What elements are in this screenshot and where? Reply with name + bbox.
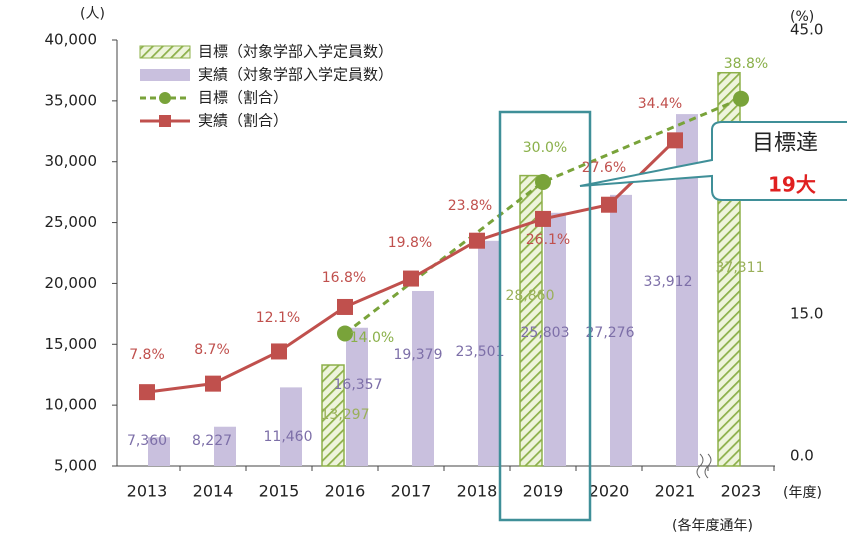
- y-tick-label: 35,000: [45, 91, 98, 109]
- x-tick-label: 2016: [325, 482, 366, 501]
- value-label: 38.8%: [724, 56, 768, 72]
- y2-tick-label: 15.0: [790, 305, 823, 323]
- value-label: 14.0%: [350, 330, 394, 346]
- y-tick-label: 15,000: [45, 335, 98, 353]
- value-label: 33,912: [644, 274, 693, 290]
- x-tick-label: 2023: [721, 482, 762, 501]
- value-label: 26.1%: [526, 232, 570, 248]
- x-unit: (年度): [783, 485, 822, 501]
- marker: [403, 270, 419, 287]
- marker: [337, 325, 353, 342]
- bar: [478, 240, 500, 466]
- x-tick-label: 2017: [391, 482, 432, 501]
- y-tick-label: 10,000: [45, 396, 98, 414]
- legend-swatch: [159, 92, 171, 104]
- x-tick-label: 2013: [127, 482, 168, 501]
- value-label: 34.4%: [638, 96, 682, 112]
- x-tick-label: 2019: [523, 482, 564, 501]
- marker: [535, 174, 551, 190]
- legend-label: 実績（対象学部入学定員数）: [198, 66, 393, 84]
- y-tick-label: 5,000: [54, 457, 97, 475]
- marker: [337, 298, 353, 315]
- bar: [676, 114, 698, 466]
- bar: [214, 426, 236, 466]
- bar: [346, 327, 368, 466]
- x-tick-label: 2014: [193, 482, 234, 501]
- y2-tick-label: 45.0: [790, 21, 823, 39]
- value-label: 8,227: [192, 433, 232, 449]
- y2-unit: (%): [790, 9, 814, 25]
- x-tick-label: 2015: [259, 482, 300, 501]
- y2-tick-label: 0.0: [790, 447, 814, 465]
- callout-bubble: [579, 121, 847, 201]
- highlight-box: [498, 110, 592, 522]
- value-label: 30.0%: [523, 140, 567, 156]
- value-label: 19.8%: [388, 235, 432, 251]
- marker: [535, 210, 551, 227]
- value-label: 19,379: [394, 347, 443, 363]
- y-tick-label: 40,000: [45, 31, 98, 49]
- value-label: 27.6%: [582, 160, 626, 176]
- marker: [733, 90, 749, 107]
- bar: [321, 364, 345, 467]
- value-label: 16.8%: [322, 270, 366, 286]
- legend-label: 実績（割合）: [198, 112, 288, 130]
- value-label: 12.1%: [256, 310, 300, 326]
- callout-text: 19大: [768, 173, 816, 197]
- value-label: 28,860: [506, 288, 555, 304]
- value-label: 7,360: [127, 433, 167, 449]
- value-label: 8.7%: [194, 342, 230, 358]
- bar: [148, 437, 170, 466]
- axis-break: [696, 453, 712, 479]
- marker: [139, 384, 155, 401]
- value-label: 13,297: [321, 407, 370, 423]
- x-tick-label: 2018: [457, 482, 498, 501]
- value-label: 11,460: [264, 429, 313, 445]
- note: (各年度通年): [672, 518, 753, 534]
- bar: [610, 194, 632, 466]
- marker: [205, 375, 221, 392]
- legend-swatch: [140, 69, 190, 81]
- legend-label: 目標（対象学部入学定員数）: [198, 43, 393, 61]
- legend-label: 目標（割合）: [198, 89, 288, 107]
- y-tick-label: 20,000: [45, 274, 98, 292]
- value-label: 23,501: [456, 344, 505, 360]
- bar: [544, 212, 566, 466]
- marker: [667, 132, 683, 149]
- marker: [469, 232, 485, 249]
- y-tick-label: 30,000: [45, 152, 98, 170]
- value-label: 27,276: [586, 325, 635, 341]
- callout-text: 目標達: [752, 131, 818, 156]
- bar: [519, 174, 543, 467]
- legend-swatch: [139, 45, 191, 59]
- x-tick-label: 2020: [589, 482, 630, 501]
- legend-swatch: [159, 115, 171, 127]
- value-label: 23.8%: [448, 198, 492, 214]
- value-label: 7.8%: [129, 347, 165, 363]
- marker: [271, 343, 287, 360]
- y-tick-label: 25,000: [45, 213, 98, 231]
- marker: [601, 196, 617, 213]
- value-label: 25,803: [521, 325, 570, 341]
- value-label: 16,357: [334, 377, 383, 393]
- y-unit: (人): [80, 6, 105, 22]
- x-tick-label: 2021: [655, 482, 696, 501]
- bar: [412, 290, 434, 466]
- bar: [280, 387, 302, 466]
- value-label: 37,311: [716, 260, 765, 276]
